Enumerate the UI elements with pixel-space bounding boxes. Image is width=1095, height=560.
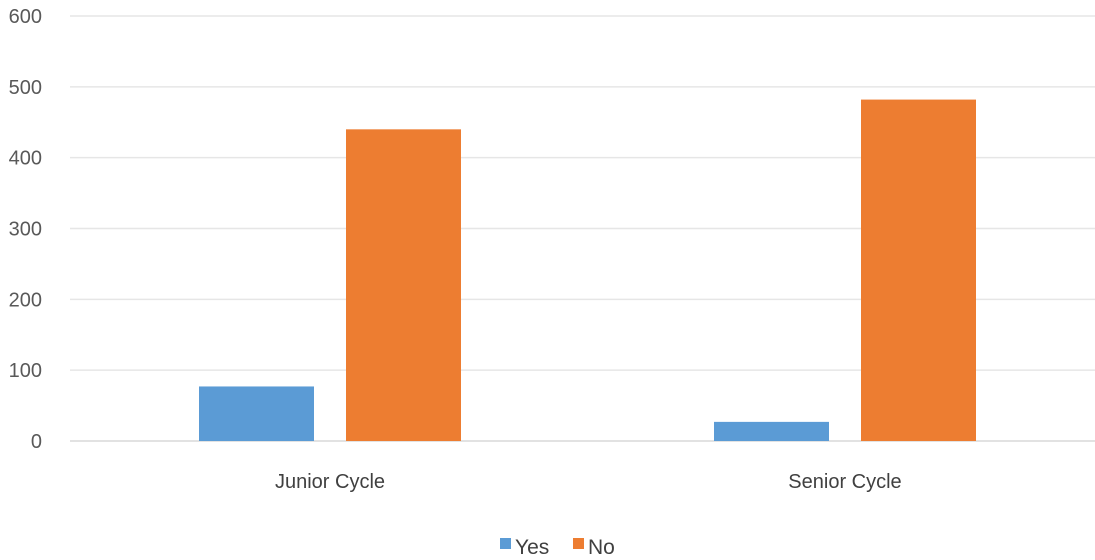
x-axis-categories: Junior Cycle Senior Cycle (275, 471, 902, 493)
bar-no-senior-cycle (861, 99, 976, 441)
x-category-label: Junior Cycle (275, 471, 385, 493)
bars (199, 99, 976, 442)
bar-yes-junior-cycle (199, 386, 314, 441)
y-tick-label: 500 (9, 77, 42, 99)
x-category-label: Senior Cycle (788, 471, 901, 493)
y-tick-label: 200 (9, 289, 42, 311)
y-tick-label: 600 (9, 6, 42, 28)
legend-swatch-yes (500, 538, 511, 549)
bar-yes-senior-cycle (714, 421, 829, 441)
legend-label-yes: Yes (515, 536, 549, 559)
legend-label-no: No (588, 536, 615, 559)
y-tick-label: 100 (9, 360, 42, 382)
legend: Yes No (500, 536, 615, 559)
bar-no-junior-cycle (346, 129, 461, 442)
y-tick-label: 0 (31, 431, 42, 453)
legend-swatch-no (573, 538, 584, 549)
y-tick-label: 400 (9, 148, 42, 170)
y-axis-ticks: 0 100 200 300 400 500 600 (9, 6, 42, 453)
gridlines (70, 15, 1095, 442)
y-tick-label: 300 (9, 219, 42, 241)
